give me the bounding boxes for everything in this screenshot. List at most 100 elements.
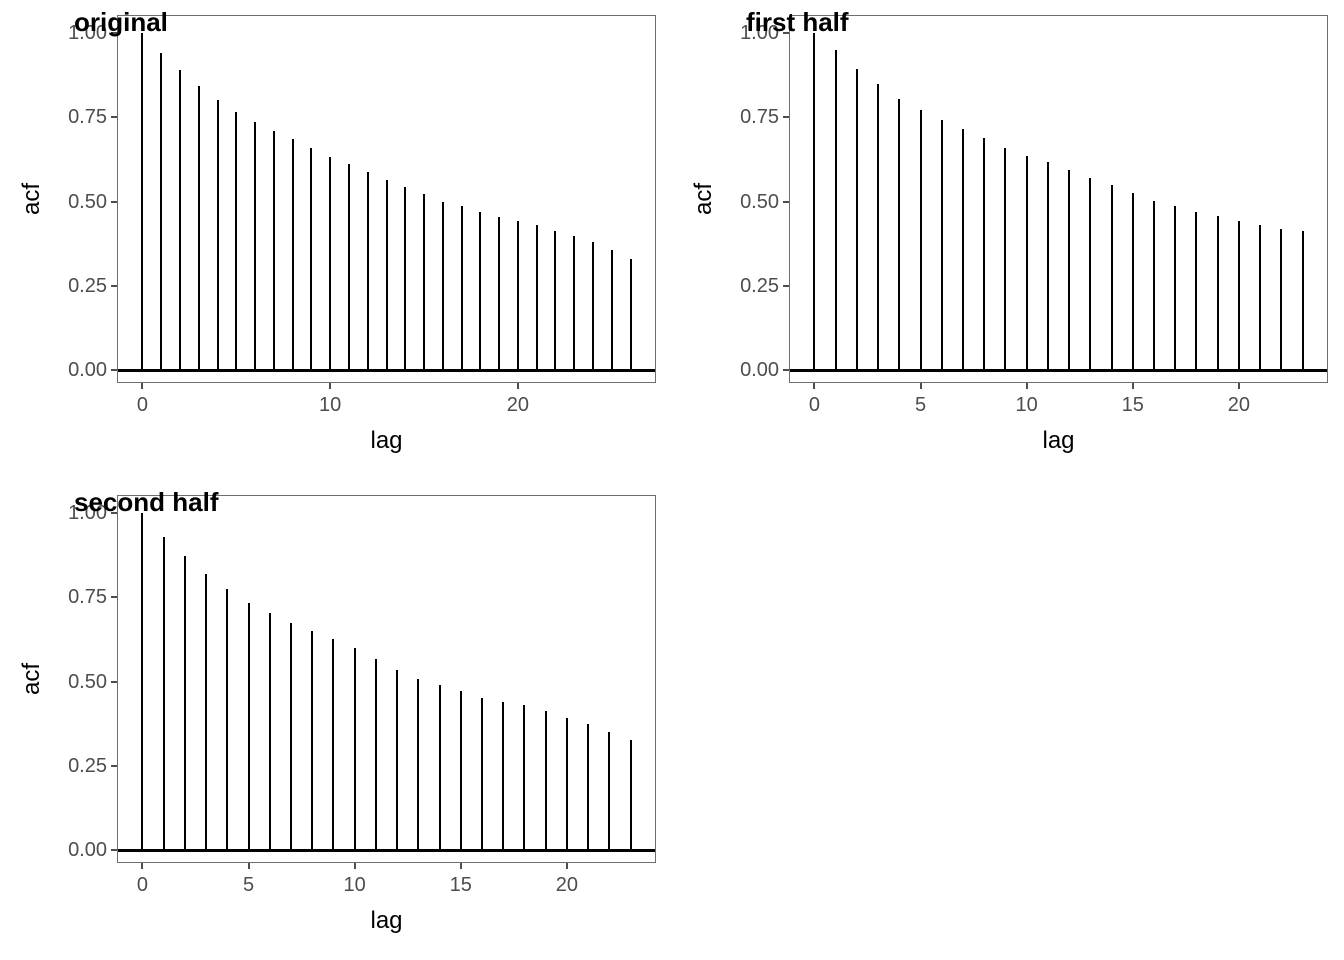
acf-spike <box>1174 206 1177 371</box>
panel-title: first half <box>746 7 849 37</box>
acf-spike <box>573 235 576 371</box>
acf-spike <box>459 690 462 851</box>
acf-spike <box>629 739 632 851</box>
acf-spike <box>898 98 901 371</box>
acf-spike <box>481 698 483 851</box>
acf-spike <box>610 250 613 371</box>
acf-spike <box>535 225 538 371</box>
acf-spike <box>404 186 407 371</box>
subplot-second-half: acf lag second half 0 5 10 15 20 0.00 0.25 0.50… <box>0 480 672 960</box>
acf-spike <box>1237 220 1240 371</box>
y-tick-label: 1.00 <box>740 21 779 44</box>
y-tick-mark <box>111 849 117 852</box>
x-tick-label: 0 <box>808 394 820 416</box>
acf-spike <box>268 612 271 851</box>
acf-spike <box>961 128 964 371</box>
acf-spike <box>216 100 219 371</box>
y-tick-mark <box>111 31 117 34</box>
acf-spike <box>160 53 163 371</box>
y-tick-label: 0.00 <box>740 359 779 382</box>
acf-spike <box>1195 211 1198 371</box>
zero-line <box>118 848 655 852</box>
acf-spike <box>417 679 420 851</box>
acf-spike <box>311 630 314 851</box>
acf-spike <box>438 684 441 851</box>
acf-spike <box>554 231 557 371</box>
acf-spike <box>235 112 238 371</box>
x-tick-label: 20 <box>555 874 579 896</box>
acf-spike <box>310 148 313 371</box>
plot-panel <box>117 495 656 863</box>
x-tick-label: 15 <box>449 874 472 896</box>
x-tick-mark <box>1237 383 1240 389</box>
acf-spike <box>329 156 332 371</box>
acf-spike <box>565 717 568 851</box>
acf-spike <box>205 573 208 851</box>
acf-spike <box>347 164 350 371</box>
subplot-first-half: acf lag first half 0 5 10 15 20 0.00 0.25 0.50 0… <box>672 0 1344 480</box>
x-tick-mark <box>329 383 332 389</box>
y-tick-mark <box>111 596 117 599</box>
acf-spike <box>479 211 482 371</box>
x-tick-label: 15 <box>1121 394 1144 416</box>
x-tick-label: 10 <box>1015 394 1038 416</box>
zero-line <box>118 368 655 372</box>
plot-panel <box>117 15 656 383</box>
panel-title: original <box>74 7 168 37</box>
y-tick-label: 0.25 <box>68 274 107 297</box>
empty-cell <box>672 480 1344 960</box>
zero-line <box>790 368 1327 372</box>
y-tick-label: 1.00 <box>68 501 107 524</box>
y-tick-mark <box>783 116 789 119</box>
acf-spike <box>272 130 275 371</box>
acf-spike <box>1004 147 1007 371</box>
acf-spike <box>877 84 880 371</box>
acf-spike <box>178 69 181 371</box>
y-tick-mark <box>111 680 117 683</box>
y-tick-label: 0.50 <box>68 670 107 693</box>
x-tick-mark <box>516 383 519 389</box>
y-tick-label: 0.75 <box>68 586 107 609</box>
acf-spike <box>1068 170 1071 371</box>
y-tick-label: 0.50 <box>740 190 779 213</box>
y-tick-mark <box>111 764 117 767</box>
acf-spike <box>1280 228 1283 371</box>
acf-spike <box>1025 155 1028 371</box>
x-tick-label: 5 <box>914 394 927 416</box>
x-tick-mark <box>459 863 462 869</box>
acf-spike <box>460 205 463 371</box>
acf-spike <box>366 171 369 371</box>
acf-spike <box>1131 193 1134 371</box>
x-axis-title: lag <box>370 427 403 454</box>
x-tick-label: 0 <box>136 394 148 416</box>
y-tick-mark <box>111 200 117 203</box>
acf-spike <box>1110 184 1113 371</box>
x-tick-mark <box>1131 383 1134 389</box>
acf-spike <box>141 512 144 851</box>
y-tick-label: 0.00 <box>68 359 107 382</box>
acf-spike <box>1046 162 1049 371</box>
acf-spike <box>254 122 257 371</box>
acf-spike <box>592 241 595 371</box>
acf-spike <box>919 110 922 371</box>
acf-spike <box>1153 200 1155 371</box>
x-tick-mark <box>1025 383 1028 389</box>
acf-spike <box>629 258 632 371</box>
acf-spike <box>1301 230 1304 371</box>
plot-panel <box>789 15 1328 383</box>
x-tick-label: 5 <box>242 874 255 896</box>
acf-spike <box>385 179 388 371</box>
y-tick-label: 0.50 <box>68 190 107 213</box>
y-tick-mark <box>111 369 117 372</box>
y-tick-mark <box>783 284 789 287</box>
acf-spike <box>544 710 547 851</box>
acf-spike <box>1216 215 1219 371</box>
acf-spike <box>587 724 590 851</box>
acf-spike <box>197 85 200 371</box>
acf-spike <box>441 201 444 371</box>
acf-spike <box>226 589 229 851</box>
y-tick-mark <box>111 284 117 287</box>
subplot-original: acf lag original 0 10 20 0.00 0.25 0.50 0.75 1.… <box>0 0 672 480</box>
x-tick-mark <box>813 383 816 389</box>
